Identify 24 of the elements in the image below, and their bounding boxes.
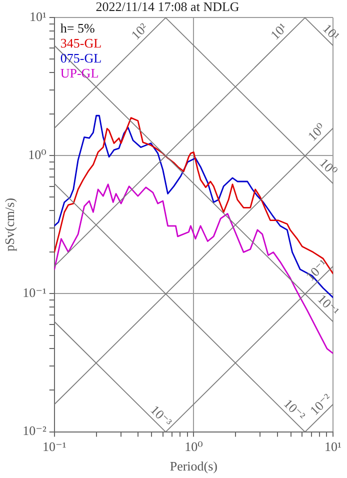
- y-tick-label: 10⁰: [28, 147, 46, 162]
- annotation: 10¹: [267, 20, 290, 42]
- x-axis-title: Period(s): [170, 458, 218, 474]
- annotation: 10⁻³: [148, 402, 176, 430]
- annotation: 10⁻²: [306, 390, 334, 418]
- annotation: 10¹: [320, 20, 343, 44]
- annotation: 10⁻¹: [314, 291, 342, 319]
- annotation: 10⁰: [316, 155, 340, 179]
- text: 075-GL: [60, 50, 102, 66]
- text: UP-GL: [60, 66, 99, 81]
- y-axis-title: pSv(cm/s): [2, 198, 18, 252]
- x-tick-label: 10¹: [324, 439, 342, 454]
- annotation: 10⁻²: [280, 396, 308, 424]
- annotation: 10⁰: [304, 120, 328, 144]
- y-tick-label: 10⁻¹: [22, 285, 46, 300]
- chart-title: 2022/11/14 17:08 at NDLG: [96, 0, 240, 14]
- annotation: 10⁻¹: [302, 256, 330, 284]
- annotation: 10²: [128, 20, 151, 42]
- y-tick-label: 10⁻²: [22, 423, 46, 438]
- y-tick-label: 10¹: [29, 9, 46, 24]
- x-tick-label: 10⁰: [184, 439, 203, 454]
- text: 345-GL: [60, 36, 102, 51]
- annotation: h= 5%: [60, 20, 95, 36]
- x-tick-label: 10⁻¹: [42, 439, 66, 454]
